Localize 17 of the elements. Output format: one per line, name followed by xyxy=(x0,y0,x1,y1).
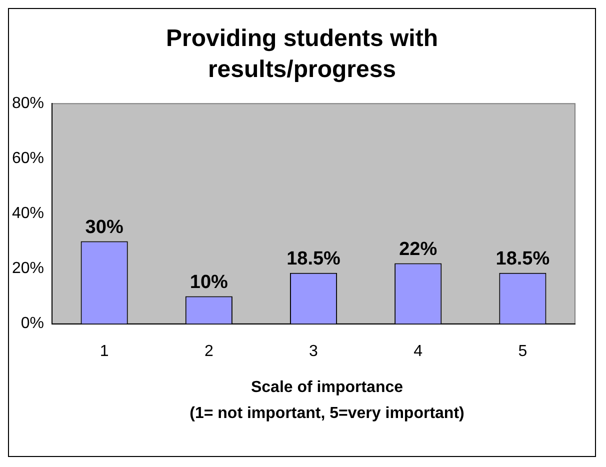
y-tick-label: 60% xyxy=(12,150,44,168)
y-tick-label: 40% xyxy=(12,205,44,222)
data-label: 18.5% xyxy=(286,248,341,270)
y-tick-label: 80% xyxy=(12,95,44,112)
y-tick-label: 20% xyxy=(12,260,44,278)
data-label: 22% xyxy=(399,238,438,260)
data-label: 10% xyxy=(190,272,228,294)
chart-title: Providing students with results/progress xyxy=(164,24,439,85)
data-label: 30% xyxy=(85,216,124,238)
x-tick-label: 5 xyxy=(518,342,528,360)
x-axis-title: Scale of importance (1= not important, 5=very important) xyxy=(188,378,466,424)
x-tick-label: 2 xyxy=(204,342,214,360)
x-tick-label: 4 xyxy=(414,342,423,360)
x-tick-label: 3 xyxy=(309,342,318,360)
x-tick-label: 1 xyxy=(100,342,109,360)
y-tick-label: 0% xyxy=(20,315,44,332)
data-label: 18.5% xyxy=(496,248,550,270)
